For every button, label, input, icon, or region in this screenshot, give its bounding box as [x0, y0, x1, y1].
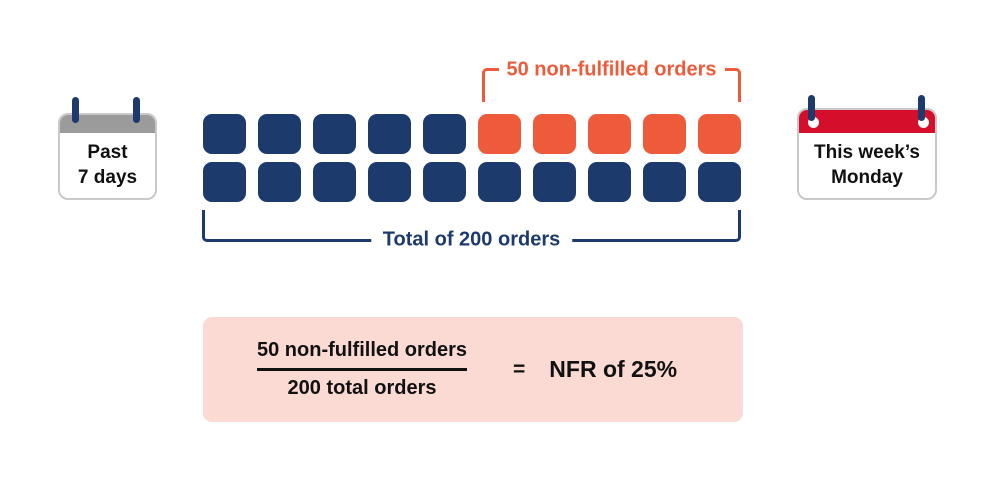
order-cell-navy: [643, 162, 686, 202]
fraction-line: [257, 368, 468, 371]
order-cell-navy: [368, 162, 411, 202]
calendar-body: Past 7 days: [58, 113, 157, 200]
calendar-label-line1: Past: [87, 142, 128, 163]
non-fulfilled-orders-label: 50 non-fulfilled orders: [498, 58, 725, 82]
order-cell-navy: [203, 162, 246, 202]
nfr-result: NFR of 25%: [549, 356, 678, 382]
fraction-numerator: 50 non-fulfilled orders: [257, 339, 468, 361]
calendar-pin-icon: [808, 95, 815, 121]
order-cell-navy: [478, 162, 521, 202]
pin-hole-icon: [808, 117, 819, 128]
total-orders-label: Total of 200 orders: [370, 228, 573, 252]
order-cell-orange: [533, 114, 576, 154]
non-fulfilled-bracket: 50 non-fulfilled orders: [482, 58, 741, 102]
calendar-header-band: [60, 115, 155, 133]
order-grid: [203, 114, 741, 202]
pin-hole-icon: [918, 117, 929, 128]
order-cell-orange: [643, 114, 686, 154]
calendar-pin-icon: [133, 97, 140, 123]
order-cell-navy: [698, 162, 741, 202]
order-cell-navy: [313, 162, 356, 202]
calendar-body: This week’s Monday: [797, 108, 937, 200]
order-cell-navy: [258, 114, 301, 154]
calendar-label-line2: Monday: [831, 167, 903, 188]
order-cell-orange: [698, 114, 741, 154]
order-cell-orange: [588, 114, 631, 154]
calendar-pin-icon: [72, 97, 79, 123]
nfr-formula-box: 50 non-fulfilled orders 200 total orders…: [203, 317, 743, 422]
calendar-header-band: [799, 110, 935, 133]
order-cell-navy: [203, 114, 246, 154]
order-cell-navy: [588, 162, 631, 202]
fraction: 50 non-fulfilled orders 200 total orders: [241, 339, 483, 400]
calendar-this-weeks-monday: This week’s Monday: [797, 95, 937, 200]
fraction-denominator: 200 total orders: [287, 377, 437, 399]
order-cell-navy: [533, 162, 576, 202]
order-cell-orange: [478, 114, 521, 154]
order-cell-navy: [423, 114, 466, 154]
calendar-label-line1: This week’s: [814, 142, 920, 163]
calendar-pin-icon: [918, 95, 925, 121]
calendar-label-line2: 7 days: [77, 167, 138, 188]
calendar-past-7-days: Past 7 days: [58, 97, 157, 200]
total-orders-bracket: Total of 200 orders: [202, 210, 741, 252]
order-cell-navy: [423, 162, 466, 202]
order-cell-navy: [368, 114, 411, 154]
equals-sign: =: [513, 357, 526, 381]
order-cell-navy: [313, 114, 356, 154]
order-cell-navy: [258, 162, 301, 202]
